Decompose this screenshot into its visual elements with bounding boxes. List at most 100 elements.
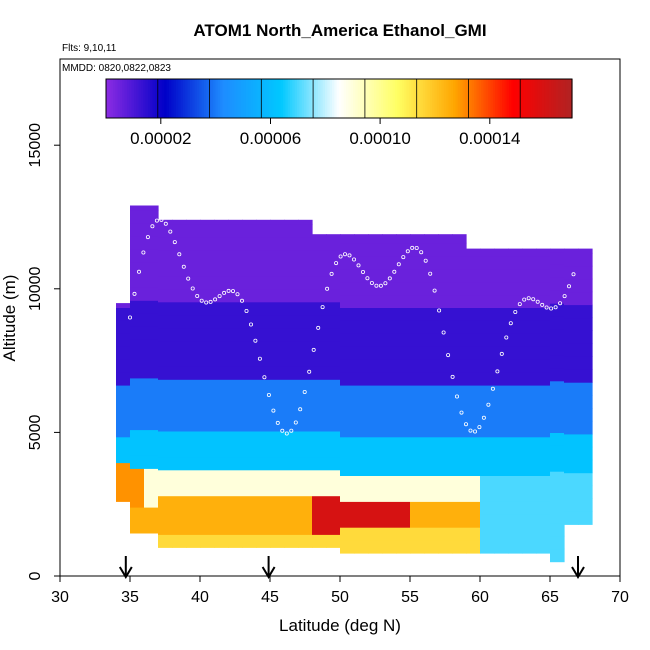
heatmap-cell — [396, 385, 411, 399]
heatmap-cell — [256, 301, 271, 316]
heatmap-cell — [284, 219, 299, 225]
track-point — [132, 291, 137, 296]
heatmap-cell — [452, 423, 467, 438]
heatmap-cell — [550, 303, 565, 317]
heatmap-cell — [536, 540, 551, 554]
heatmap-cell — [550, 445, 565, 459]
heatmap-cell — [242, 340, 257, 354]
heatmap-cell — [368, 346, 383, 360]
heatmap-cell — [396, 294, 411, 308]
colorbar-segment — [502, 79, 506, 118]
heatmap-cell — [550, 248, 565, 253]
heatmap-cell — [354, 501, 369, 515]
colorbar-segment — [231, 79, 235, 118]
heatmap-cell — [410, 294, 425, 308]
heatmap-cell — [354, 372, 369, 386]
heatmap-cell — [578, 459, 593, 474]
track-point — [311, 347, 316, 352]
colorbar-segment — [217, 79, 221, 118]
heatmap-cell — [200, 366, 215, 380]
heatmap-cell — [494, 255, 509, 270]
heatmap-cell — [186, 366, 201, 380]
heatmap-cell — [130, 274, 145, 288]
heatmap-cell — [354, 410, 369, 425]
heatmap-cell — [424, 501, 439, 515]
heatmap-cell — [298, 340, 313, 354]
heatmap-cell — [354, 385, 369, 399]
heatmap-cell — [578, 408, 593, 422]
colorbar-segment — [450, 79, 454, 118]
heatmap-cell — [298, 353, 313, 367]
heatmap-cell — [172, 443, 187, 458]
heatmap-cell — [466, 410, 481, 425]
heatmap-cell — [186, 482, 201, 497]
track-point — [423, 258, 428, 263]
heatmap-cell — [172, 405, 187, 419]
colorbar-segment — [341, 79, 345, 118]
heatmap-cell — [410, 410, 425, 425]
track-point — [284, 431, 289, 436]
heatmap-cell — [354, 294, 369, 308]
heatmap-cell — [172, 392, 187, 406]
heatmap-cell — [158, 379, 173, 393]
colorbar-segment — [210, 79, 214, 118]
x-tick-label: 40 — [191, 589, 209, 606]
heatmap-cell — [228, 379, 243, 393]
heatmap-cell — [578, 382, 593, 396]
heatmap-cell — [480, 333, 495, 347]
heatmap-cell — [368, 307, 383, 321]
heatmap-cell — [354, 242, 369, 257]
colorbar-segment — [376, 79, 380, 118]
heatmap-cell — [200, 327, 215, 342]
heatmap-cell — [494, 488, 509, 502]
heatmap-cell — [116, 449, 131, 464]
heatmap-cell — [284, 456, 299, 471]
heatmap-cell — [312, 262, 327, 277]
heatmap-cell — [144, 455, 159, 469]
heatmap-cell — [578, 420, 593, 435]
heatmap-cell — [466, 540, 481, 554]
heatmap-cell — [158, 340, 173, 354]
colorbar-segment — [471, 79, 475, 118]
heatmap-cell — [242, 262, 257, 277]
colorbar-segment — [469, 79, 473, 118]
colorbar-segment — [117, 79, 121, 118]
track-point — [387, 276, 392, 281]
heatmap-cell — [214, 366, 229, 380]
heatmap-cell — [284, 508, 299, 522]
heatmap-cell — [172, 534, 187, 548]
colorbar-segment — [560, 79, 564, 118]
heatmap-cell — [130, 403, 145, 418]
heatmap-cell — [508, 527, 523, 541]
heatmap-cell — [116, 488, 131, 502]
heatmap-cell — [368, 333, 383, 347]
heatmap-cell — [396, 320, 411, 334]
heatmap-cell — [284, 405, 299, 419]
heatmap-cell — [256, 431, 271, 445]
heatmap-cell — [172, 262, 187, 277]
heatmap-cell — [438, 320, 453, 334]
x-tick-label: 55 — [401, 589, 419, 606]
heatmap-cell — [158, 224, 173, 238]
track-point — [378, 283, 383, 288]
heatmap-cell — [424, 242, 439, 257]
heatmap-cell — [130, 468, 145, 482]
heatmap-cell — [410, 268, 425, 283]
heatmap-cell — [214, 237, 229, 251]
heatmap-cell — [200, 275, 215, 290]
colorbar-segment — [229, 79, 233, 118]
heatmap-cell — [256, 521, 271, 535]
heatmap-cell — [312, 495, 327, 510]
heatmap-cell — [564, 278, 579, 293]
colorbar-segment — [422, 79, 426, 118]
colorbar-segment — [297, 79, 300, 118]
heatmap-cell — [228, 262, 243, 277]
heatmap-cell — [522, 462, 537, 476]
heatmap-cell — [326, 340, 341, 354]
colorbar-segment — [474, 79, 478, 118]
colorbar-segment — [483, 79, 487, 118]
heatmap-cell — [340, 410, 355, 425]
heatmap-cell — [480, 449, 495, 464]
colorbar-segment — [220, 79, 224, 118]
